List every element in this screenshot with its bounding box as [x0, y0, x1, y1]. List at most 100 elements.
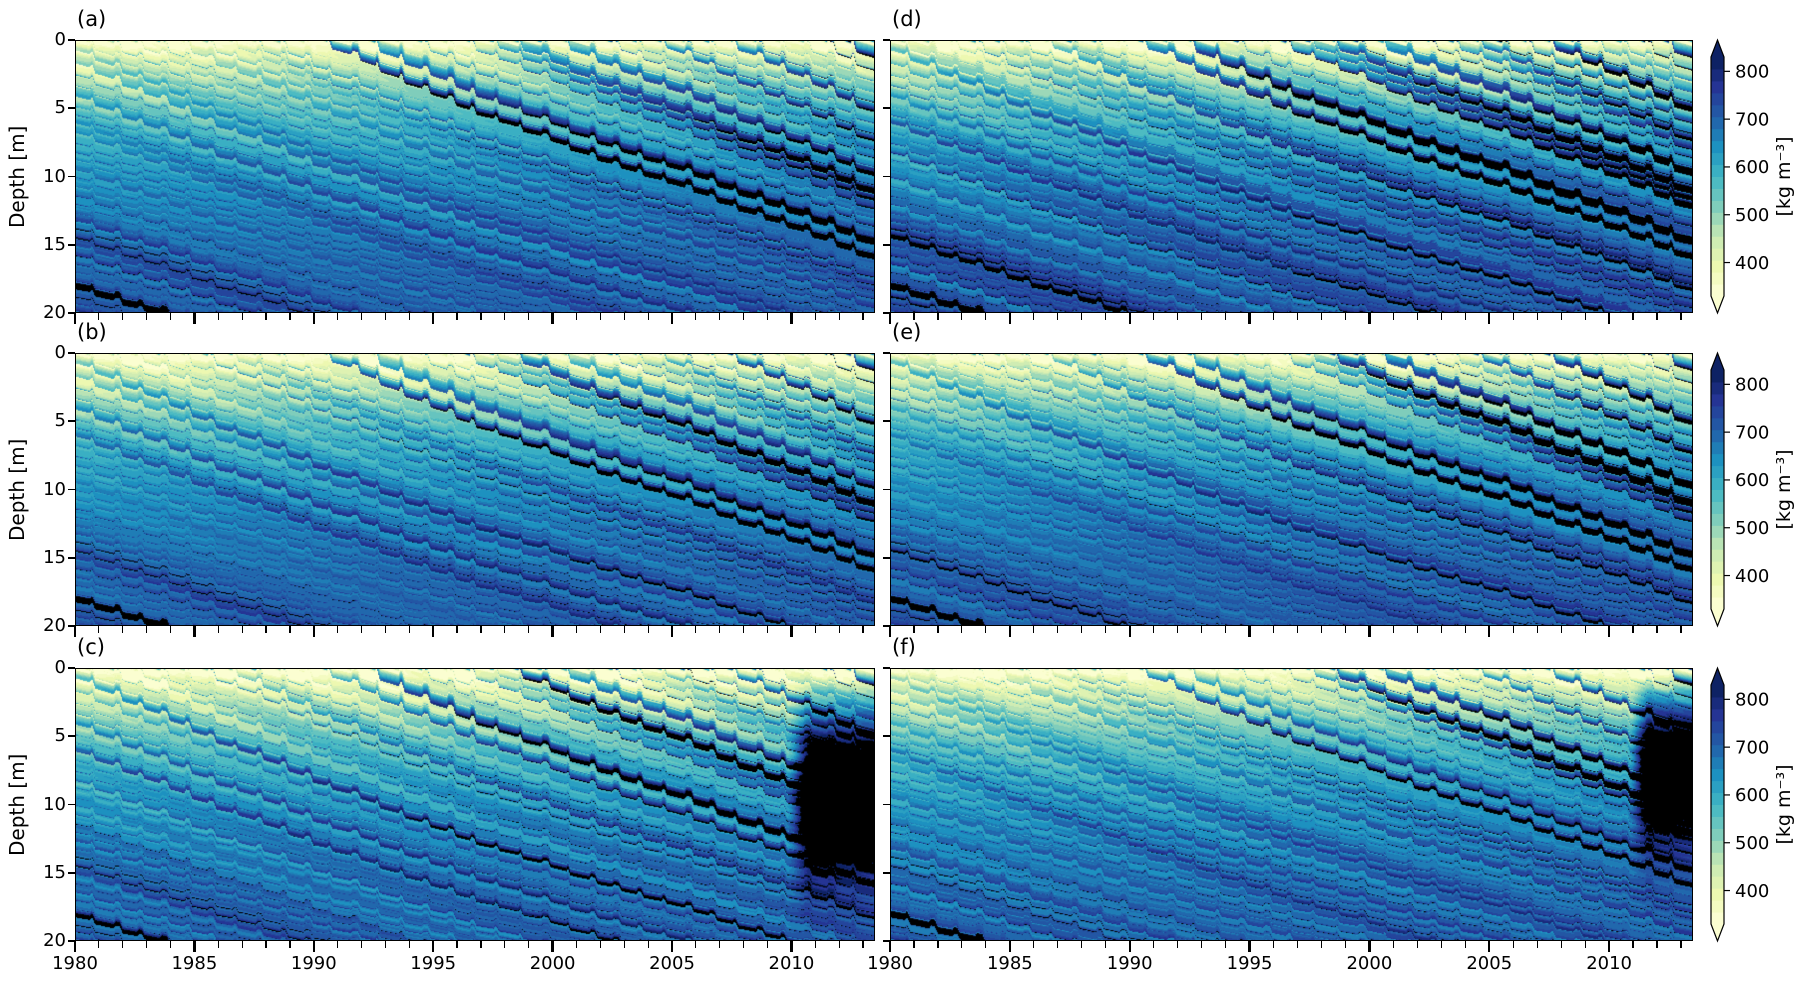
x-tick-c-2007: [719, 941, 721, 948]
x-tick-a-1990: [312, 313, 315, 324]
x-tick-f-1986: [1033, 941, 1035, 948]
x-tick-c-2012: [838, 941, 840, 948]
colorbar-band: [1711, 912, 1724, 925]
x-tick-e-2012: [1656, 626, 1658, 633]
y-tick-f-15: [883, 871, 890, 874]
colorbar-band: [1711, 852, 1724, 865]
x-tick-d-1985: [1008, 313, 1012, 324]
x-tick-c-1983: [146, 941, 148, 948]
x-tick-e-1983: [961, 626, 963, 633]
colorbar-extend-max: [1711, 353, 1724, 370]
colorbar-band: [1711, 720, 1724, 734]
x-tick-b-1996: [456, 626, 458, 633]
colorbar-band: [1711, 212, 1724, 225]
y-tick-c-15: [68, 871, 75, 874]
x-tick-d-2009: [1584, 313, 1586, 320]
x-tick-e-2003: [1440, 626, 1442, 633]
x-tick-a-1995: [432, 313, 435, 324]
x-tick-f-1987: [1057, 941, 1059, 948]
x-tick-label-f-2010: 2010: [1586, 953, 1632, 974]
colorbar-row1: 400 500 600 700 800 [kg m⁻³]: [1710, 351, 1795, 628]
colorbar-extend-max: [1711, 40, 1724, 57]
x-tick-e-2002: [1416, 626, 1418, 633]
y-tick-label-c-20: 20: [43, 930, 66, 951]
colorbar-band: [1711, 768, 1724, 782]
x-tick-e-2007: [1536, 626, 1538, 633]
x-tick-a-1982: [122, 313, 124, 320]
x-tick-e-1992: [1177, 626, 1179, 633]
x-tick-a-1991: [337, 313, 339, 320]
x-tick-f-1998: [1320, 941, 1323, 948]
x-tick-a-1998: [504, 313, 506, 320]
y-tick-d-5: [883, 107, 890, 110]
x-tick-b-1992: [360, 626, 363, 633]
y-tick-label-c-0: 0: [54, 657, 66, 678]
colorbar-band: [1711, 370, 1724, 383]
x-tick-e-1997: [1296, 626, 1299, 633]
x-tick-b-1991: [337, 626, 339, 633]
x-tick-a-1980: [73, 313, 77, 324]
x-tick-e-1996: [1272, 626, 1275, 633]
x-tick-c-1995: [432, 941, 435, 952]
x-tick-e-1993: [1201, 626, 1203, 633]
y-tick-c-5: [68, 735, 75, 738]
x-tick-c-2013: [862, 941, 864, 948]
x-tick-c-1992: [360, 941, 363, 948]
x-tick-d-2013: [1680, 313, 1682, 320]
x-tick-d-1995: [1248, 313, 1251, 324]
colorbar-tick-label: 500: [1735, 205, 1769, 226]
x-tick-label-f-2005: 2005: [1466, 953, 1513, 974]
colorbar-band: [1711, 465, 1724, 479]
x-tick-f-2003: [1440, 941, 1442, 948]
colorbar-band: [1711, 685, 1724, 698]
colorbar-tick-label: 700: [1735, 737, 1769, 758]
colorbar-band: [1711, 900, 1724, 913]
x-tick-b-1999: [528, 626, 530, 633]
x-tick-c-1980: [73, 941, 77, 952]
x-tick-b-1987: [241, 626, 243, 633]
colorbar-band: [1711, 128, 1724, 142]
x-tick-e-2013: [1680, 626, 1682, 633]
x-tick-f-2001: [1392, 941, 1394, 948]
y-tick-label-c-10: 10: [43, 793, 66, 815]
x-tick-label-c-2000: 2000: [529, 953, 576, 974]
colorbar-unit-label: [kg m⁻³]: [1773, 136, 1795, 216]
x-tick-d-2005: [1488, 313, 1491, 324]
colorbar-band: [1711, 816, 1724, 829]
colorbar-extend-min: [1711, 609, 1724, 626]
x-tick-d-2000: [1368, 313, 1371, 324]
x-tick-d-2006: [1512, 313, 1514, 320]
x-tick-label-c-2010: 2010: [768, 953, 815, 974]
x-tick-b-2007: [719, 626, 721, 633]
x-tick-c-1993: [384, 941, 387, 948]
x-tick-f-2013: [1680, 941, 1682, 948]
colorbar-band: [1711, 248, 1724, 261]
x-tick-e-1989: [1105, 626, 1107, 633]
x-tick-f-1994: [1224, 941, 1227, 948]
x-tick-c-1989: [289, 941, 291, 948]
x-tick-c-2001: [575, 941, 578, 948]
x-tick-d-2001: [1392, 313, 1394, 320]
x-tick-f-1990: [1128, 941, 1131, 952]
colorbar-unit-label: [kg m⁻³]: [1773, 449, 1795, 529]
colorbar-band: [1711, 864, 1724, 877]
x-tick-a-1985: [193, 313, 196, 324]
panel-label-d: (d): [892, 7, 922, 31]
y-tick-label-c-15: 15: [43, 861, 66, 883]
density-heatmap-a: [75, 40, 875, 313]
panel-label-f: (f): [892, 635, 916, 659]
x-tick-d-1987: [1057, 313, 1059, 320]
x-tick-c-1997: [480, 941, 482, 948]
y-tick-label-a-20: 20: [43, 302, 66, 323]
x-tick-e-1980: [888, 626, 892, 637]
x-tick-label-f-1980: 1980: [867, 953, 913, 974]
x-tick-a-2007: [719, 313, 721, 320]
colorbar-band: [1711, 888, 1724, 901]
colorbar-band: [1711, 585, 1724, 598]
x-tick-d-2004: [1464, 313, 1466, 320]
x-tick-f-2009: [1584, 941, 1586, 948]
x-tick-f-1982: [937, 941, 939, 948]
x-tick-label-c-2005: 2005: [649, 953, 695, 974]
colorbar-band: [1711, 708, 1724, 722]
colorbar-tick-label: 400: [1735, 881, 1769, 902]
